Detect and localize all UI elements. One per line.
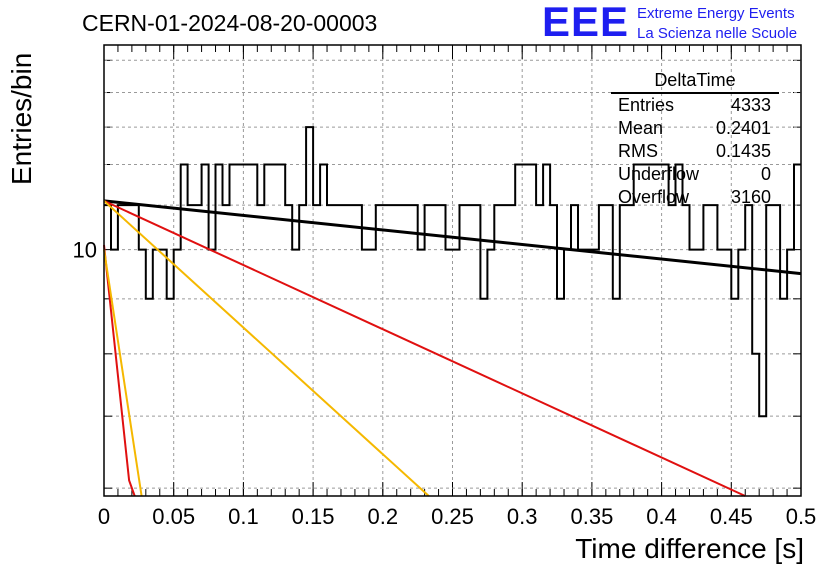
stats-title: DeltaTime bbox=[611, 70, 779, 94]
stats-row-mean: Mean 0.2401 bbox=[611, 117, 779, 140]
stats-label: Mean bbox=[618, 118, 664, 138]
stats-value: 3160 bbox=[730, 187, 771, 207]
x-tick-label: 0.5 bbox=[786, 504, 817, 529]
stats-label: Overflow bbox=[618, 187, 690, 207]
stats-value: 0.2401 bbox=[715, 118, 771, 138]
stats-value: 4333 bbox=[730, 95, 771, 115]
plot-frame bbox=[103, 44, 802, 497]
x-tick-label: 0.15 bbox=[292, 504, 335, 529]
x-tick-label: 0.05 bbox=[152, 504, 195, 529]
x-axis-label: Time difference [s] bbox=[575, 533, 804, 564]
x-tick-label: 0.4 bbox=[646, 504, 677, 529]
x-tick-label: 0.1 bbox=[228, 504, 259, 529]
x-tick-label: 0.35 bbox=[570, 504, 613, 529]
logo-line-2: La Scienza nelle Scuole bbox=[637, 25, 798, 42]
stats-label: RMS bbox=[618, 141, 658, 161]
fit-curve-3 bbox=[103, 244, 136, 497]
stats-label: Entries bbox=[618, 95, 675, 115]
fit-curve-1 bbox=[103, 199, 746, 497]
x-tick-label: 0 bbox=[98, 504, 110, 529]
logo-line-1: Extreme Energy Events bbox=[637, 5, 795, 22]
x-tick-label: 0.3 bbox=[507, 504, 538, 529]
run-title: CERN-01-2024-08-20-00003 bbox=[82, 10, 378, 36]
y-axis-label: Entries/bin bbox=[6, 52, 37, 185]
stats-label: Underflow bbox=[618, 164, 700, 184]
fit-curve-0 bbox=[103, 199, 802, 276]
stats-row-underflow: Underflow 0 bbox=[611, 163, 779, 186]
fit-curve-2 bbox=[103, 200, 430, 497]
stats-value: 0.1435 bbox=[715, 141, 771, 161]
stats-row-entries: Entries 4333 bbox=[611, 94, 779, 117]
fit-curve-4 bbox=[103, 249, 143, 497]
y-tick-label: 10 bbox=[73, 238, 97, 263]
stats-value: 0 bbox=[760, 164, 771, 184]
stats-row-rms: RMS 0.1435 bbox=[611, 140, 779, 163]
x-tick-label: 0.2 bbox=[368, 504, 399, 529]
plot-area bbox=[104, 45, 801, 496]
x-tick-label: 0.45 bbox=[710, 504, 753, 529]
eee-logo: EEE bbox=[542, 0, 630, 45]
stats-row-overflow: Overflow 3160 bbox=[611, 186, 779, 209]
x-tick-label: 0.25 bbox=[431, 504, 474, 529]
stats-box: DeltaTime Entries 4333 Mean 0.2401 RMS 0… bbox=[611, 70, 779, 209]
